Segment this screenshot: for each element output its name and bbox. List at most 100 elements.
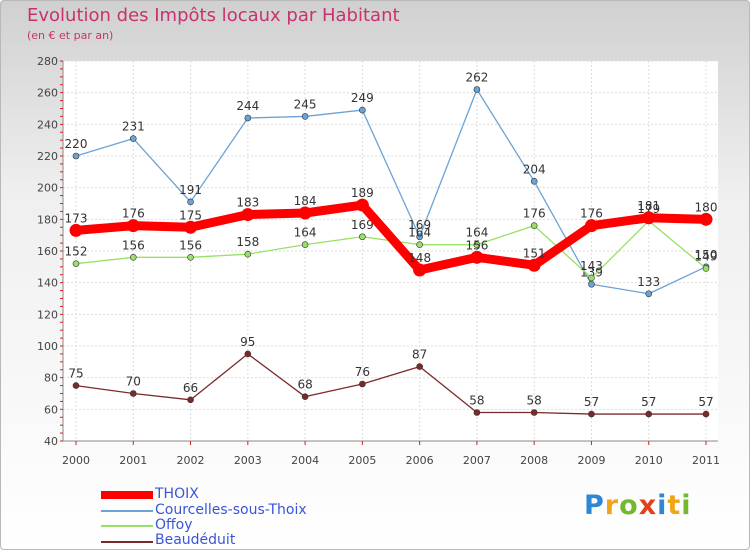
data-point-courcelles-sous-thoix <box>473 86 481 93</box>
data-label-courcelles-sous-thoix: 169 <box>408 218 431 232</box>
data-point-beaud-duit <box>702 410 710 418</box>
data-point-offoy <box>473 241 481 248</box>
data-label-beaud-duit: 70 <box>126 375 141 389</box>
data-label-courcelles-sous-thoix: 204 <box>523 162 546 176</box>
data-label-beaud-duit: 57 <box>698 395 713 409</box>
data-point-courcelles-sous-thoix <box>187 198 194 206</box>
data-label-beaud-duit: 58 <box>527 394 542 408</box>
data-point-thoix <box>355 198 369 212</box>
data-label-courcelles-sous-thoix: 245 <box>294 97 317 111</box>
data-label-offoy: 164 <box>465 226 488 240</box>
data-point-beaud-duit <box>301 393 309 400</box>
y-tick-label: 140 <box>37 277 58 290</box>
chart-title: Evolution des Impôts locaux par Habitant <box>27 5 400 26</box>
y-tick-label: 180 <box>37 213 58 226</box>
data-point-beaud-duit <box>359 380 366 388</box>
data-label-thoix: 176 <box>580 207 603 221</box>
y-tick-label: 40 <box>44 435 58 448</box>
x-tick-label: 2006 <box>406 454 434 467</box>
data-point-courcelles-sous-thoix <box>129 135 137 142</box>
data-label-thoix: 175 <box>179 208 202 222</box>
legend-label-thoix: THOIX <box>155 486 199 502</box>
data-label-courcelles-sous-thoix: 150 <box>695 248 718 262</box>
y-tick-label: 200 <box>37 182 58 195</box>
data-label-courcelles-sous-thoix: 249 <box>351 91 374 105</box>
proxiti-logo: Proxiti <box>584 490 692 521</box>
series-line-beaud-duit <box>75 353 707 415</box>
data-label-beaud-duit: 57 <box>584 395 599 409</box>
data-point-courcelles-sous-thoix <box>72 152 80 160</box>
data-label-thoix: 184 <box>294 194 317 208</box>
x-tick-label: 2001 <box>119 454 147 467</box>
x-tick-label: 2004 <box>291 454 319 467</box>
logo-letter: r <box>604 490 620 521</box>
y-tick-label: 120 <box>37 308 58 321</box>
y-tick-label: 280 <box>37 55 58 68</box>
data-label-beaud-duit: 66 <box>183 381 198 395</box>
legend-swatch-courcelles <box>101 510 153 512</box>
data-label-beaud-duit: 58 <box>469 394 484 408</box>
x-tick-label: 2007 <box>463 454 491 467</box>
data-label-offoy: 149 <box>695 249 718 263</box>
data-label-courcelles-sous-thoix: 139 <box>580 265 603 279</box>
data-label-beaud-duit: 95 <box>240 335 255 349</box>
data-label-beaud-duit: 68 <box>297 378 312 392</box>
data-point-thoix <box>126 219 140 233</box>
data-label-thoix: 180 <box>695 200 718 214</box>
y-tick-label: 80 <box>44 372 58 385</box>
data-point-thoix <box>642 211 656 225</box>
data-point-thoix <box>298 206 312 220</box>
data-point-thoix <box>241 208 255 222</box>
data-point-beaud-duit <box>187 396 194 404</box>
data-point-thoix <box>470 250 484 264</box>
data-point-thoix <box>413 263 427 277</box>
chart-subtitle: (en € et par an) <box>27 29 114 42</box>
logo-letter: x <box>638 490 658 521</box>
data-label-beaud-duit: 87 <box>412 348 427 362</box>
data-label-offoy: 164 <box>408 226 431 240</box>
legend-swatch-offoy <box>101 525 153 527</box>
data-label-courcelles-sous-thoix: 191 <box>179 183 202 197</box>
y-tick-label: 160 <box>37 245 58 258</box>
x-tick-label: 2005 <box>348 454 376 467</box>
data-label-offoy: 156 <box>179 238 202 252</box>
data-point-thoix <box>527 258 541 272</box>
data-point-beaud-duit <box>473 409 481 416</box>
data-label-courcelles-sous-thoix: 262 <box>465 71 488 85</box>
legend-label-offoy: Offoy <box>155 517 193 533</box>
x-tick-label: 2010 <box>635 454 663 467</box>
data-point-offoy <box>301 241 309 248</box>
data-label-beaud-duit: 57 <box>641 395 656 409</box>
data-point-beaud-duit <box>588 410 595 418</box>
data-point-beaud-duit <box>530 409 538 416</box>
x-tick-label: 2009 <box>577 454 605 467</box>
legend-swatch-thoix <box>101 491 153 499</box>
data-point-offoy <box>416 241 423 248</box>
x-tick-label: 2002 <box>177 454 205 467</box>
data-point-beaud-duit <box>645 410 653 418</box>
data-point-thoix <box>584 219 598 233</box>
logo-letter: t <box>667 490 682 521</box>
series-line-courcelles-sous-thoix <box>75 88 707 295</box>
data-label-courcelles-sous-thoix: 220 <box>65 137 88 151</box>
x-tick-label: 2011 <box>692 454 720 467</box>
logo-letter: P <box>584 490 605 521</box>
data-point-courcelles-sous-thoix <box>359 106 366 114</box>
data-point-thoix <box>184 220 198 234</box>
data-point-courcelles-sous-thoix <box>244 114 252 122</box>
data-label-thoix: 156 <box>465 238 488 252</box>
data-label-beaud-duit: 76 <box>355 365 370 379</box>
legend-label-beaudeduit: Beaudéduit <box>155 532 236 548</box>
data-label-offoy: 156 <box>122 238 145 252</box>
data-point-offoy <box>359 233 366 241</box>
data-point-beaud-duit <box>129 390 137 397</box>
data-label-beaud-duit: 75 <box>68 367 83 381</box>
legend-label-courcelles: Courcelles-sous-Thoix <box>155 502 307 518</box>
data-label-offoy: 169 <box>351 218 374 232</box>
data-label-offoy: 158 <box>236 235 259 249</box>
data-label-thoix: 181 <box>637 199 660 213</box>
logo-letter: i <box>681 490 692 521</box>
data-point-beaud-duit <box>72 382 80 389</box>
data-label-offoy: 176 <box>523 207 546 221</box>
